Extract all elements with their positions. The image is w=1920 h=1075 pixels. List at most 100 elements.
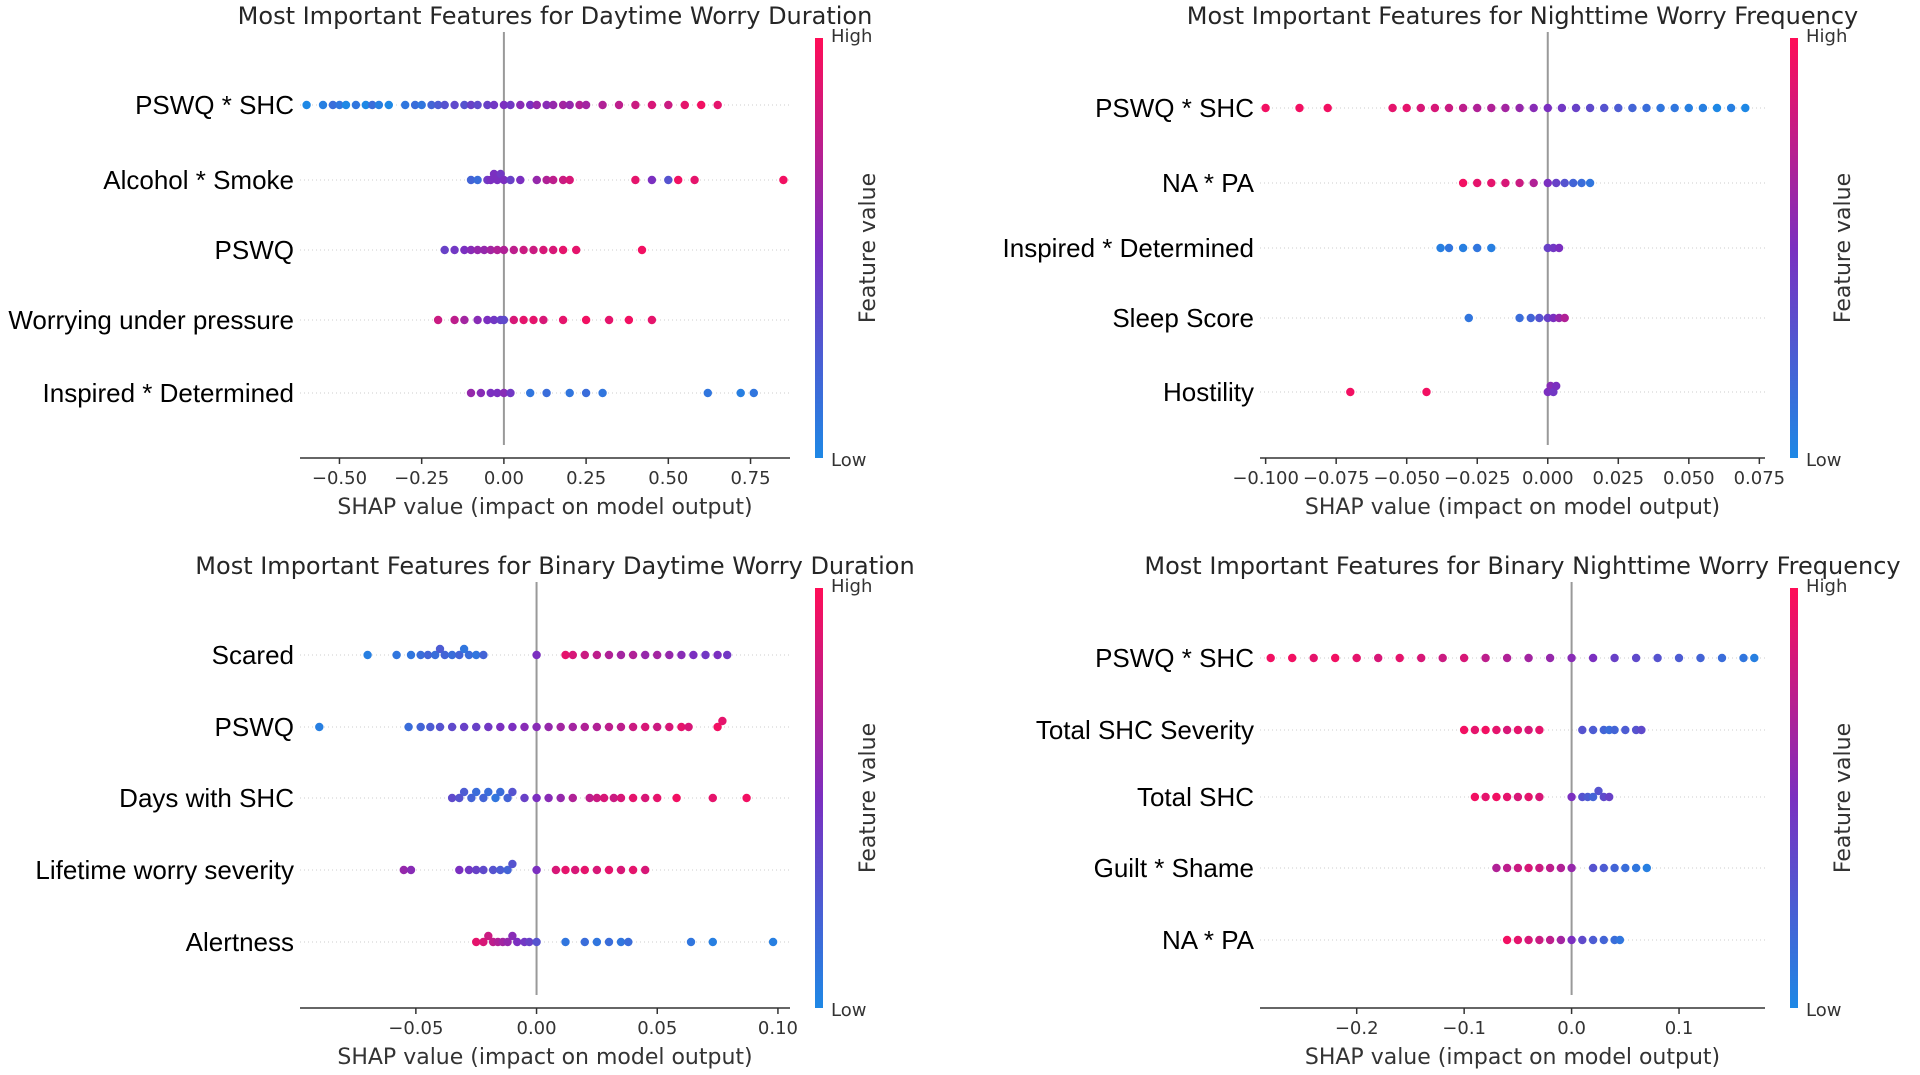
shap-point xyxy=(503,937,512,947)
shap-point xyxy=(1529,103,1538,113)
shap-point xyxy=(435,644,445,654)
shap-point xyxy=(604,937,614,947)
shap-point xyxy=(1464,313,1474,323)
shap-point xyxy=(525,937,534,947)
shap-point xyxy=(519,245,528,255)
shap-point xyxy=(1473,178,1482,188)
shap-point xyxy=(598,388,607,398)
shap-point xyxy=(1698,103,1708,113)
shap-point xyxy=(1481,653,1490,663)
shap-point xyxy=(496,787,505,797)
shap-point xyxy=(1492,792,1501,802)
feature-label: PSWQ xyxy=(215,712,294,742)
shap-point xyxy=(484,787,493,797)
shap-panel-1: Most Important Features for Daytime Worr… xyxy=(8,2,881,520)
shap-point xyxy=(1470,725,1480,735)
shap-point xyxy=(479,793,488,803)
shap-point xyxy=(572,245,581,255)
shap-point xyxy=(565,388,574,398)
shap-point xyxy=(697,100,706,110)
shap-point xyxy=(598,100,607,110)
shap-point xyxy=(447,793,457,803)
shap-point xyxy=(519,315,528,325)
shap-point xyxy=(1552,381,1561,391)
shap-point xyxy=(417,100,426,110)
shap-point xyxy=(440,100,449,110)
shap-point xyxy=(616,865,626,875)
shap-point xyxy=(503,793,512,803)
shap-point xyxy=(532,175,541,185)
feature-label: Total SHC Severity xyxy=(1036,715,1254,745)
colorbar xyxy=(815,588,823,1008)
feature-label: Inspired * Determined xyxy=(1003,233,1254,263)
shap-point xyxy=(628,650,638,660)
shap-point xyxy=(341,100,351,110)
shap-point xyxy=(749,388,758,398)
shap-point xyxy=(455,865,464,875)
shap-point xyxy=(1261,103,1270,113)
shap-point xyxy=(592,865,602,875)
x-tick-label: −0.050 xyxy=(1373,468,1440,489)
shap-point xyxy=(1567,653,1576,663)
shap-point xyxy=(516,175,525,185)
shap-point xyxy=(1422,387,1431,397)
colorbar xyxy=(815,38,823,458)
x-tick-label: −0.05 xyxy=(388,1018,443,1039)
shap-point xyxy=(483,100,492,110)
shap-point xyxy=(561,937,570,947)
shap-point xyxy=(1600,103,1609,113)
shap-point xyxy=(1481,792,1490,802)
shap-point xyxy=(703,388,712,398)
shap-point xyxy=(708,937,717,947)
shap-point xyxy=(532,865,541,875)
shap-point xyxy=(1535,863,1544,873)
shap-point xyxy=(674,175,683,185)
shap-point xyxy=(723,650,732,660)
feature-label: Total SHC xyxy=(1137,782,1254,812)
shap-point xyxy=(604,315,614,325)
shap-point xyxy=(599,793,609,803)
shap-point xyxy=(1473,243,1482,253)
shap-point xyxy=(1524,935,1533,945)
shap-point xyxy=(1515,313,1524,323)
shap-point xyxy=(1513,725,1523,735)
shap-point xyxy=(472,865,481,875)
shap-point xyxy=(558,245,568,255)
shap-point xyxy=(686,937,696,947)
x-axis-label: SHAP value (impact on model output) xyxy=(1305,495,1720,520)
x-tick-label: 0.0 xyxy=(1557,1018,1586,1039)
shap-point xyxy=(1545,935,1555,945)
x-tick-label: 0.50 xyxy=(648,468,688,489)
colorbar-title: Feature value xyxy=(856,723,881,873)
shap-point xyxy=(1588,653,1598,663)
shap-point xyxy=(1444,243,1454,253)
shap-point xyxy=(1545,653,1555,663)
shap-point xyxy=(604,650,614,660)
shap-point xyxy=(509,315,518,325)
chart-title: Most Important Features for Binary Night… xyxy=(1144,552,1900,580)
shap-point xyxy=(404,722,413,732)
shap-point xyxy=(460,315,469,325)
colorbar xyxy=(1790,38,1798,458)
shap-point xyxy=(466,388,476,398)
shap-point xyxy=(1487,243,1496,253)
shap-point xyxy=(1637,725,1646,735)
shap-point xyxy=(647,175,657,185)
shap-point xyxy=(1458,178,1468,188)
x-tick-label: 0.00 xyxy=(484,468,524,489)
x-tick-label: 0.1 xyxy=(1665,1018,1694,1039)
shap-point xyxy=(616,650,626,660)
shap-point xyxy=(1416,103,1426,113)
shap-point xyxy=(1615,935,1625,945)
shap-point xyxy=(460,100,469,110)
shap-point xyxy=(653,793,662,803)
shap-point xyxy=(561,650,570,660)
shap-point xyxy=(614,100,624,110)
colorbar-low-label: Low xyxy=(831,1000,866,1021)
shap-point xyxy=(558,175,568,185)
shap-point xyxy=(581,100,591,110)
shap-point xyxy=(575,100,584,110)
shap-point xyxy=(1642,863,1652,873)
shap-point xyxy=(1599,863,1609,873)
shap-point xyxy=(1610,653,1619,663)
